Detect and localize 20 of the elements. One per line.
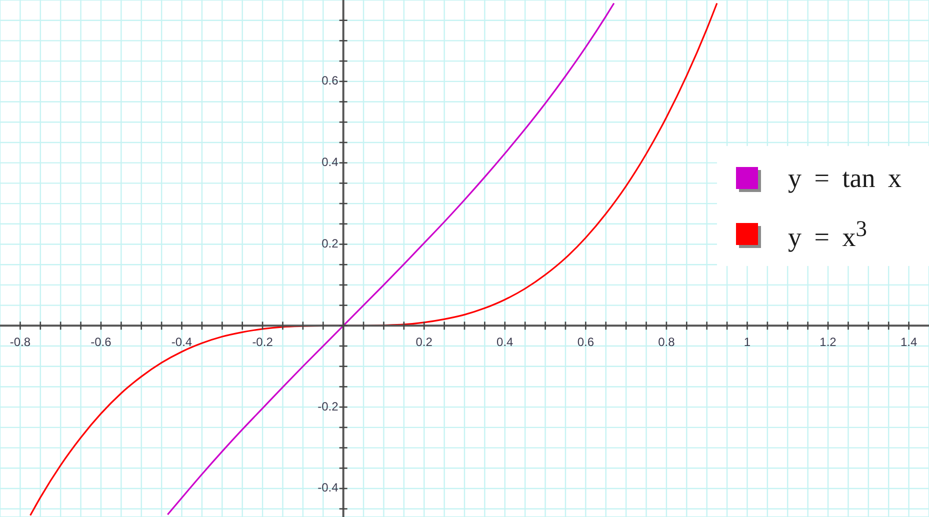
legend-label: y = x$^{3}$ [788,216,867,252]
x-tick-label: 0.8 [658,334,676,349]
x-tick-label: 1 [744,334,751,349]
y-tick-label: 0.6 [322,74,339,88]
line-series [166,2,615,516]
x-tick-label: 0.2 [416,334,433,349]
y-tick-label: -0.2 [318,399,339,414]
y-tick-label: -0.4 [318,480,339,495]
x-tick-label: -0.6 [90,334,112,349]
x-tick-label: -0.4 [171,334,192,349]
line-series [29,2,718,516]
x-tick-label: 0.6 [577,334,594,349]
x-tick-label: 0.4 [496,334,514,349]
x-tick-label: -0.8 [10,334,31,349]
y-tick-label: 0.2 [322,236,339,250]
y-tick-label: 0.4 [322,155,339,170]
x-tick-label: 1.4 [900,334,918,349]
x-tick-label: 1.2 [820,334,837,349]
legend-label: y = tan x [788,162,902,194]
x-tick-label: -0.2 [252,334,274,349]
